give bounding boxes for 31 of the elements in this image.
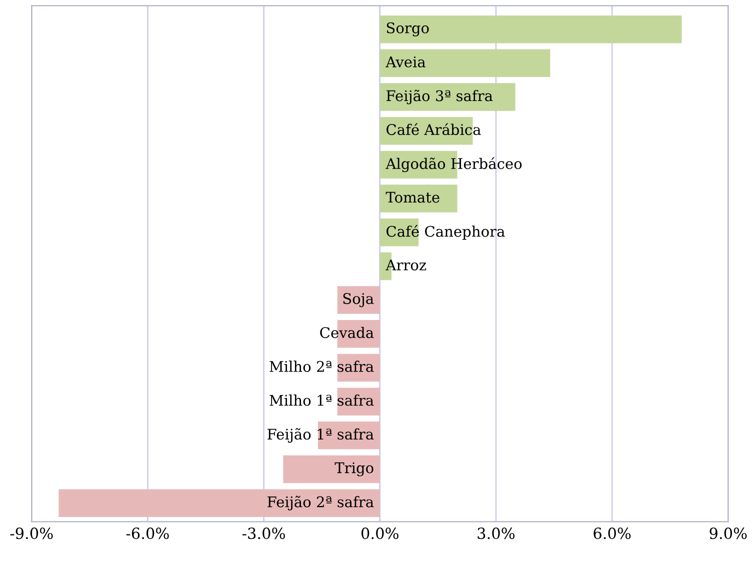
x-tick-label: 0.0% <box>361 528 398 540</box>
y-tick-label: Café Arábica <box>386 123 481 136</box>
y-tick-label: Soja <box>343 293 374 308</box>
y-tick-label: Feijão 3ª safra <box>386 90 493 104</box>
y-tick-label: Algodão Herbáceo <box>386 157 522 172</box>
bar <box>283 455 380 484</box>
y-tick-label: Feijão 1ª safra <box>268 428 374 443</box>
bar <box>337 388 380 416</box>
bar <box>58 489 380 517</box>
y-tick-label: Cevada <box>320 326 374 338</box>
x-tick-label: 3.0% <box>478 528 515 540</box>
x-tick-label: 6.0% <box>594 528 631 540</box>
y-tick-label: Milho 1ª safra <box>270 394 374 406</box>
x-tick-label: -9.0% <box>10 528 53 540</box>
y-tick-label: Milho 2ª safra <box>270 360 374 372</box>
y-tick-label: Tomate <box>386 192 440 203</box>
bar <box>380 15 682 44</box>
y-tick-label: Sorgo <box>386 22 429 36</box>
x-tick-label: 9.0% <box>710 528 747 540</box>
bar <box>380 184 458 212</box>
bar <box>337 286 380 314</box>
x-tick-label: -3.0% <box>242 528 285 540</box>
y-tick-label: Arroz <box>386 260 426 270</box>
bar <box>380 49 550 78</box>
y-tick-label: Trigo <box>334 462 374 476</box>
bar <box>380 83 516 111</box>
y-tick-label: Aveia <box>386 56 426 68</box>
bar <box>318 422 380 450</box>
y-tick-label: Feijão 2ª safra <box>268 496 374 510</box>
x-tick-label: -6.0% <box>126 528 169 540</box>
y-tick-label: Café Canephora <box>386 225 505 240</box>
